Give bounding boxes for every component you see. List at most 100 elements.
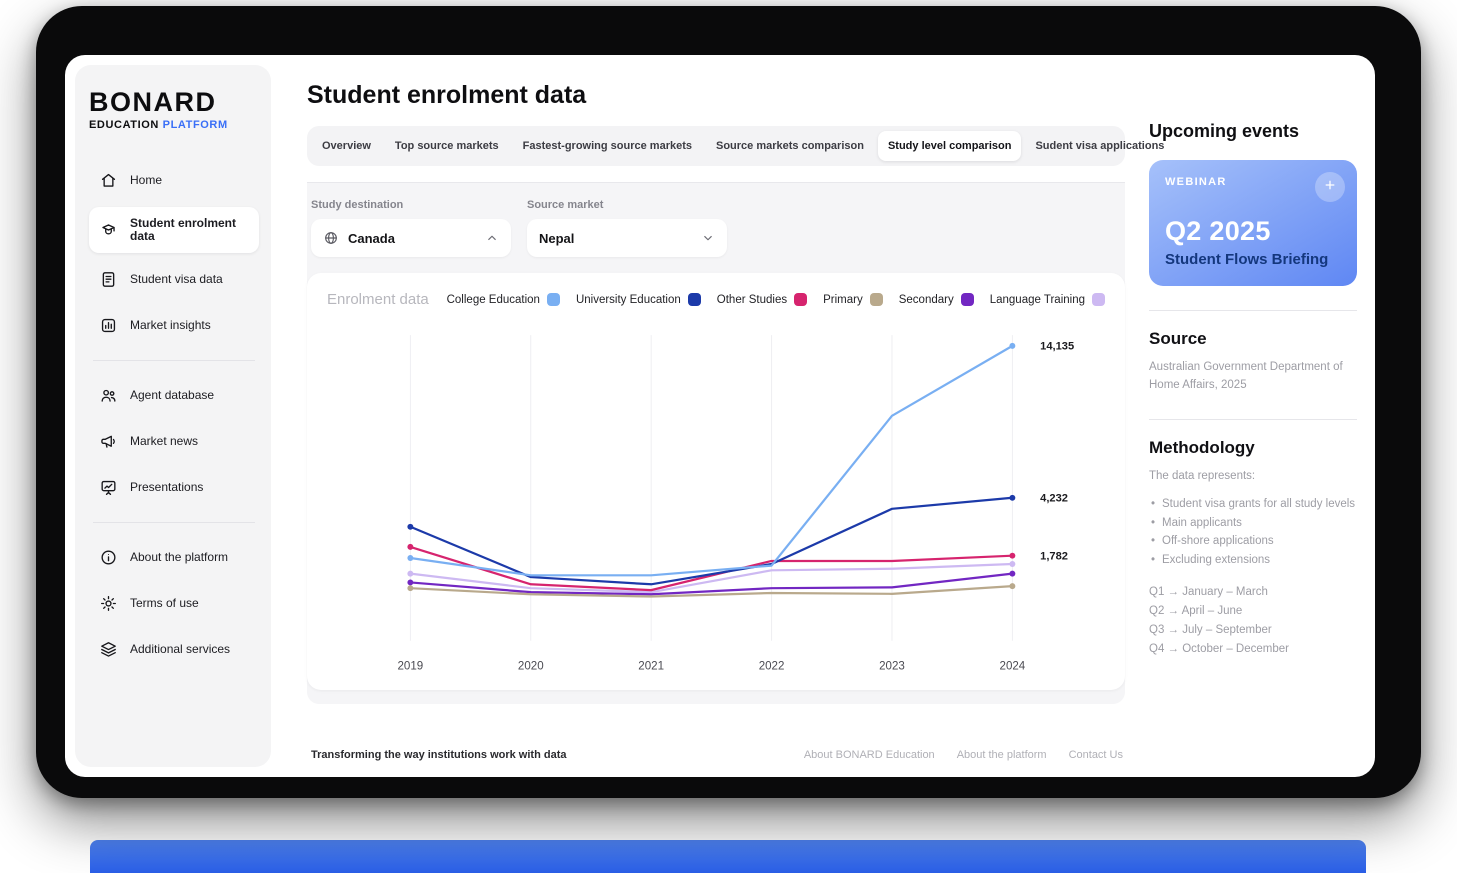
study-destination-select[interactable]: Canada <box>311 219 511 257</box>
chart-card: Enrolment data College Education Universi… <box>307 273 1125 691</box>
legend-label: Other Studies <box>716 293 788 306</box>
study-destination-value: Canada <box>348 230 395 246</box>
legend-label: College Education <box>446 293 540 306</box>
tab-overview[interactable]: Overview <box>322 140 371 152</box>
legend-item-secondary: Secondary <box>899 293 974 306</box>
sidebar-item-about-the-platform[interactable]: About the platform <box>89 538 259 577</box>
sidebar-item-agent-database[interactable]: Agent database <box>89 376 259 415</box>
sidebar-item-additional-services[interactable]: Additional services <box>89 630 259 669</box>
sidebar-item-student-visa-data[interactable]: Student visa data <box>89 260 259 299</box>
svg-text:2024: 2024 <box>1000 661 1026 673</box>
presentation-icon <box>99 478 118 497</box>
svg-text:14,135: 14,135 <box>1040 341 1074 353</box>
sidebar-item-presentations[interactable]: Presentations <box>89 468 259 507</box>
chevron-up-icon <box>485 231 499 245</box>
sidebar-item-label: Additional services <box>130 642 231 657</box>
device-frame: BONARD EDUCATION PLATFORM Home Student en… <box>36 6 1421 798</box>
source-heading: Source <box>1149 329 1207 348</box>
chart-legend: College Education University Education Oth… <box>447 293 1105 306</box>
event-subtitle: Student Flows Briefing <box>1165 251 1329 268</box>
methodology-bullet: Main applicants <box>1149 514 1357 533</box>
sidebar-item-label: Market news <box>130 434 199 449</box>
footer-link-contact-us[interactable]: Contact Us <box>1068 749 1123 761</box>
methodology-heading: Methodology <box>1149 437 1255 457</box>
student-icon <box>99 221 118 240</box>
main-content: Student enrolment data Overview Top sourc… <box>281 55 1164 777</box>
filters-row: Study destination Canada <box>307 197 1125 259</box>
svg-text:2020: 2020 <box>518 661 544 673</box>
app-window: BONARD EDUCATION PLATFORM Home Student en… <box>65 55 1375 777</box>
legend-item-language-training: Language Training <box>990 293 1105 306</box>
divider <box>1149 418 1357 420</box>
svg-text:2023: 2023 <box>879 661 905 673</box>
sidebar-item-terms-of-use[interactable]: Terms of use <box>89 584 259 623</box>
tabs-bar: Overview Top source markets Fastest-growin… <box>307 126 1164 166</box>
logo: BONARD EDUCATION PLATFORM <box>89 87 259 131</box>
sidebar-nav: Home Student enrolment data Student visa d… <box>89 161 259 669</box>
legend-swatch <box>794 293 808 306</box>
legend-swatch <box>1092 293 1105 306</box>
legend-label: Language Training <box>989 293 1085 306</box>
page-title: Student enrolment data <box>307 81 587 109</box>
desktop-background-strip <box>90 840 1366 873</box>
event-tag: WEBINAR <box>1165 176 1227 188</box>
sidebar-item-label: Agent database <box>130 388 215 403</box>
info-icon <box>99 548 118 567</box>
legend-swatch <box>687 293 701 306</box>
legend-label: Primary <box>823 293 863 306</box>
tab-source-markets-comparison[interactable]: Source markets comparison <box>716 140 864 152</box>
chart-card-header: Enrolment data College Education Universi… <box>327 291 1105 308</box>
enrolment-chart: 2019 2020 2021 2022 2023 2024 1,782 4,232 14,135 <box>397 335 1074 673</box>
sidebar-item-label: Home <box>130 172 163 187</box>
tab-study-level-comparison[interactable]: Study level comparison <box>877 131 1022 161</box>
svg-text:1,782: 1,782 <box>1040 550 1068 562</box>
sidebar-divider <box>93 360 255 362</box>
tab-sudent-visa-applications[interactable]: Sudent visa applications <box>1035 140 1165 152</box>
content-section: Study destination Canada <box>307 183 1125 705</box>
legend-item-college-education: College Education <box>447 293 560 306</box>
chart-title: Enrolment data <box>327 291 429 308</box>
sidebar-item-student-enrolment-data[interactable]: Student enrolment data <box>89 207 259 254</box>
people-icon <box>99 386 118 405</box>
legend-swatch <box>869 293 883 306</box>
legend-swatch <box>546 293 560 306</box>
footer-link-about-the-platform[interactable]: About the platform <box>956 749 1047 761</box>
logo-wordmark: BONARD <box>89 87 217 117</box>
legend-swatch <box>960 293 974 306</box>
sidebar-item-market-insights[interactable]: Market insights <box>89 306 259 345</box>
sidebar-item-label: Student enrolment data <box>130 216 237 244</box>
sidebar-item-home[interactable]: Home <box>89 161 259 200</box>
logo-platform: PLATFORM <box>162 119 228 131</box>
tab-top-source-markets[interactable]: Top source markets <box>394 140 499 152</box>
footer-link-about-bonard-education[interactable]: About BONARD Education <box>803 749 935 761</box>
source-market-label: Source market <box>527 199 604 211</box>
source-market-filter: Source market Nepal <box>527 199 727 257</box>
sidebar-item-label: About the platform <box>130 550 229 565</box>
layers-icon <box>99 640 118 659</box>
event-card[interactable]: WEBINAR Q2 2025 Student Flows Briefing <box>1149 160 1357 286</box>
right-panel: Upcoming events WEBINAR Q2 2025 Student … <box>1147 55 1375 777</box>
event-title: Q2 2025 <box>1165 216 1271 246</box>
legend-label: University Education <box>575 293 681 306</box>
add-event-button[interactable] <box>1315 172 1345 202</box>
upcoming-events-title: Upcoming events <box>1149 121 1300 141</box>
footer-tagline: Transforming the way institutions work w… <box>311 749 567 761</box>
svg-text:4,232: 4,232 <box>1040 492 1068 504</box>
quarter-line: Q4 → October – December <box>1149 642 1289 655</box>
legend-item-university-education: University Education <box>576 293 701 306</box>
sidebar-item-market-news[interactable]: Market news <box>89 422 259 461</box>
tabs-divider <box>307 182 1125 183</box>
svg-text:2022: 2022 <box>759 661 785 673</box>
bar-chart-icon <box>99 316 118 335</box>
sidebar-item-label: Terms of use <box>130 596 199 611</box>
sidebar-item-label: Market insights <box>130 318 211 333</box>
source-market-select[interactable]: Nepal <box>527 219 727 257</box>
megaphone-icon <box>99 432 118 451</box>
tab-fastest-growing-source-markets[interactable]: Fastest-growing source markets <box>522 140 692 152</box>
footer-links: About BONARD Education About the platform… <box>804 749 1123 761</box>
source-market-value: Nepal <box>539 230 575 246</box>
legend-item-primary: Primary <box>823 293 883 306</box>
plus-icon <box>1323 178 1337 197</box>
study-destination-label: Study destination <box>311 199 404 211</box>
home-icon <box>99 171 118 190</box>
